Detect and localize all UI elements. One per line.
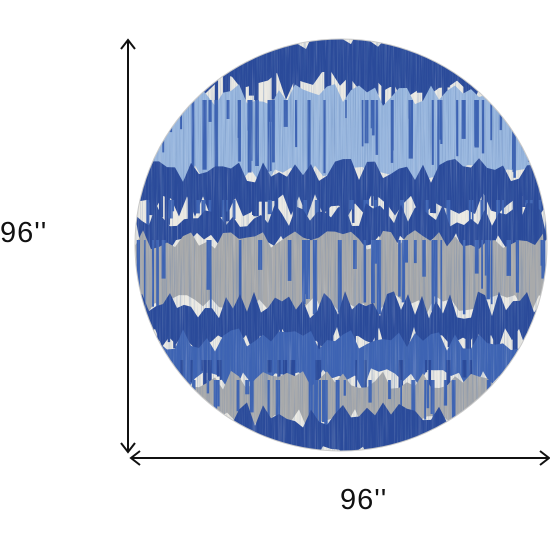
- width-label: 96'': [340, 484, 388, 516]
- round-rug: [135, 39, 547, 451]
- height-arrow: [120, 38, 136, 454]
- rug-edge: [134, 38, 548, 452]
- width-arrow: [129, 450, 550, 466]
- height-label: 96'': [0, 217, 48, 249]
